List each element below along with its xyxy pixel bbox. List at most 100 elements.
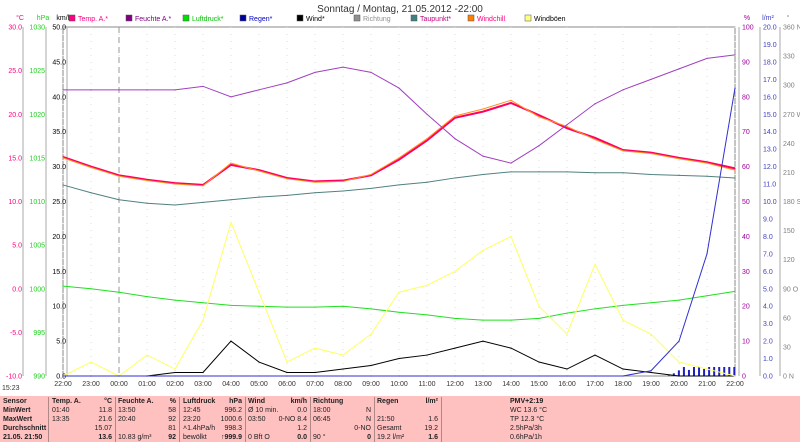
rain-tick-label: 10.0 [763,199,777,206]
data-point [650,152,652,155]
rain-bar [693,367,695,376]
data-point [594,138,596,141]
data-point [118,89,120,91]
data-point [650,78,652,80]
data-point [426,139,428,142]
direction-tick-label: 210 [783,170,795,177]
data-point [706,162,708,164]
data-point [146,296,148,298]
x-tick-label: 08:00 [334,381,352,388]
wind-value: 0.0 [297,434,307,441]
rain-tick-label: 9.0 [763,216,773,223]
rain-value: 1.6 [428,416,438,423]
wind-value: 0.0 [297,407,307,414]
data-point [482,319,484,321]
data-point [594,375,596,377]
data-point [482,249,484,251]
pmv-line: TP 12.3 °C [510,416,545,423]
data-point [566,333,568,335]
data-point [510,171,512,173]
direction-tick-label: 60 [783,315,791,322]
x-tick-label: 17:00 [586,381,604,388]
data-point [314,347,316,349]
data-point [538,305,540,307]
legend-label: Feuchte A.* [135,16,171,23]
x-tick-label: 14:00 [502,381,520,388]
rain-bar [682,367,685,376]
data-point [342,66,344,68]
direction-value: 0 [367,434,371,441]
legend-swatch [467,14,475,22]
x-tick-label: 03:00 [194,381,212,388]
data-point [510,375,512,377]
data-point [314,71,316,73]
data-point [706,375,708,377]
x-tick-label: 01:00 [138,381,156,388]
col-pmv: PMV+2:19 WC 13.6 °C TP 12.3 °C 2.5hPa/3h 0.6… [442,397,642,442]
data-point [62,156,64,158]
rain-tick-label: 16.0 [763,94,777,101]
pressure-tick-label: 1020 [29,112,45,119]
data-point [538,361,540,363]
data-point [454,115,456,117]
data-point [258,291,260,293]
data-point [90,361,92,363]
temp-tick-label: 0.0 [12,286,22,293]
data-point [314,181,316,183]
data-point [510,102,512,104]
data-point [118,175,120,177]
data-point [230,340,232,342]
data-point [454,117,456,119]
data-point [370,173,372,176]
data-point [90,375,92,377]
data-point [678,174,680,176]
data-point [370,71,372,73]
data-point [62,285,64,287]
legend-swatch [239,14,247,22]
summary-table: Sensor MinWert MaxWert Durchschnitt 21.0… [0,396,800,442]
temp-value: 13.6 [98,434,112,441]
humidity-tick-label: 100 [742,25,754,32]
data-point [398,291,400,293]
pressure-time: bewölkt [183,434,207,441]
data-point [118,375,120,377]
rain-tick-label: 0.0 [763,374,773,381]
data-point [258,196,260,198]
data-point [62,375,64,377]
sensor-row: MinWert [3,407,31,414]
direction-header: Richtung [313,398,344,405]
data-point [622,368,624,370]
direction-tick-label: 300 [783,83,795,90]
data-point [370,308,372,310]
x-tick-label: 00:00 [110,381,128,388]
rain-tick-label: 8.0 [763,234,773,241]
x-tick-label: 10:00 [390,381,408,388]
data-point [342,354,344,356]
data-point [398,311,400,313]
wind-time: Ø 10 min. [248,407,279,414]
data-point [286,194,288,196]
x-tick-label: 04:00 [222,381,240,388]
data-point [706,57,708,60]
data-point [482,108,484,110]
data-point [426,354,428,356]
x-tick-label: 15:00 [530,381,548,388]
legend-swatch [296,14,304,22]
data-point [650,370,652,372]
data-point [398,87,400,89]
col-wind: Wind km/h Ø 10 min. 0.0 03:50 0-NO 8.4 1.2 0 Bf… [245,397,311,442]
data-point [734,375,736,377]
legend-swatch [68,14,76,22]
data-point [734,54,736,56]
pressure-value: ↑999.9 [220,434,242,441]
rain-time: 19.2 l/m² [377,434,405,441]
rain-bar [687,369,690,376]
data-point [734,290,736,292]
pressure-tick-label: 1015 [29,155,45,162]
data-point [174,375,176,377]
data-point [706,161,708,163]
data-point [426,284,428,286]
wind-value: 0-NO 8.4 [278,416,307,423]
humidity-tick-label: 70 [742,129,750,136]
data-point [538,116,540,118]
